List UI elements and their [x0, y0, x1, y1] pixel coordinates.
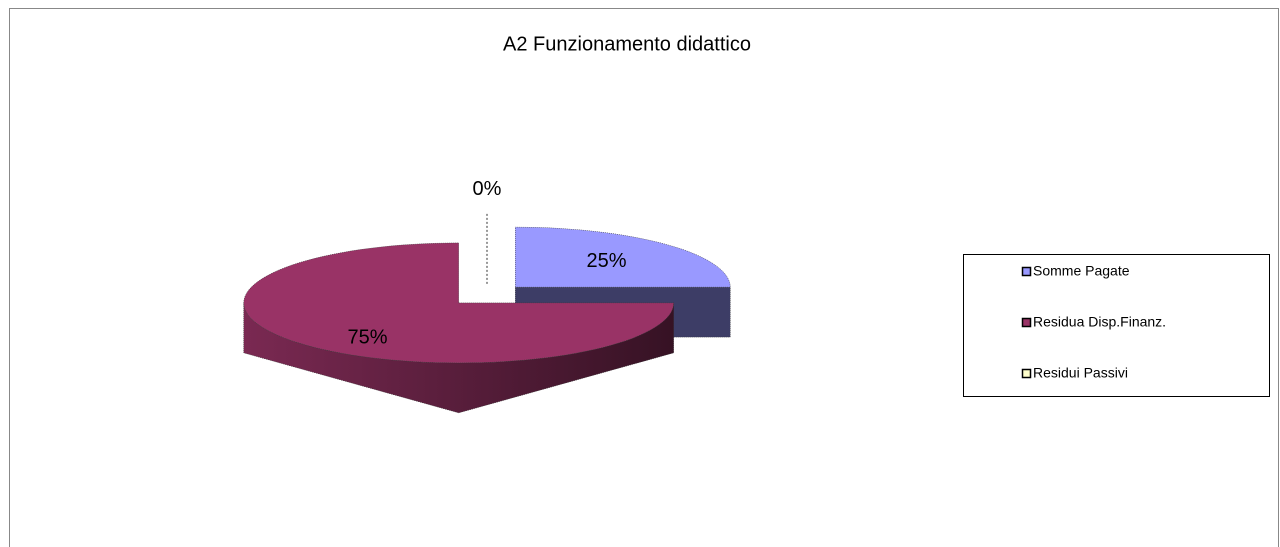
legend-swatch — [1021, 368, 1032, 379]
data-label: 0% — [473, 178, 502, 200]
legend-swatch — [1021, 317, 1032, 328]
legend-swatch — [1021, 266, 1032, 277]
legend-label: Residua Disp.Finanz. — [1033, 314, 1166, 330]
legend-label: Residui Passivi — [1033, 365, 1128, 381]
slice-top — [243, 242, 674, 364]
data-label: 25% — [586, 250, 626, 272]
pie-slice — [243, 242, 674, 414]
slice-side — [243, 302, 674, 414]
legend-label: Somme Pagate — [1033, 263, 1130, 279]
data-label: 75% — [347, 327, 387, 349]
slice-top — [515, 226, 731, 288]
legend-box — [963, 254, 1270, 397]
chart-title: A2 Funzionamento didattico — [503, 33, 751, 55]
